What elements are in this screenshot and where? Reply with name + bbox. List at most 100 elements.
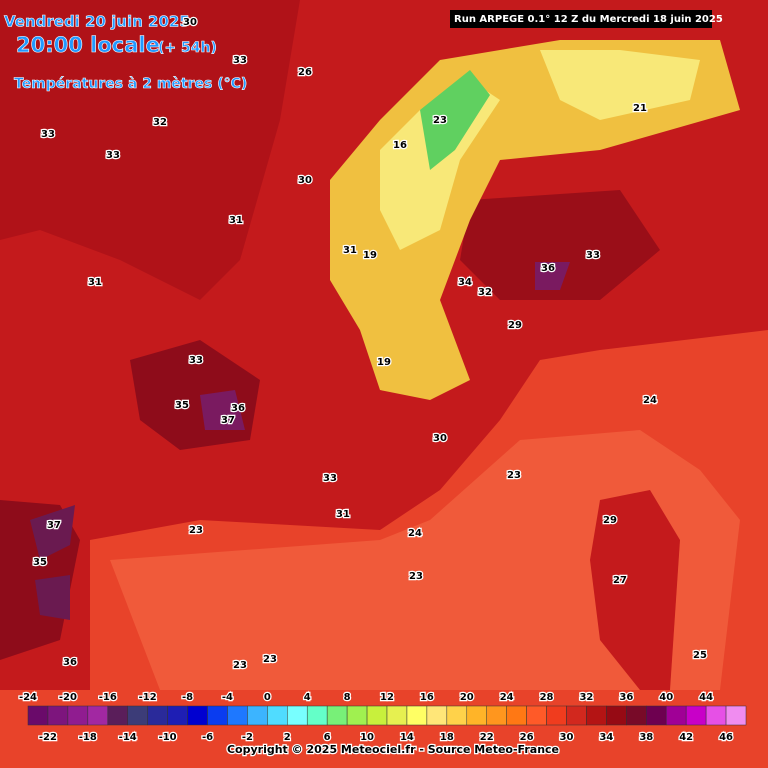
scale-swatch (546, 705, 567, 726)
scale-swatch (685, 705, 707, 726)
scale-swatch (27, 705, 49, 726)
temperature-label: 31 (229, 215, 243, 226)
temperature-label: 23 (507, 470, 521, 481)
lead-time: (+ 54h) (158, 40, 217, 56)
temperature-label: 32 (478, 287, 492, 298)
scale-swatch (725, 705, 747, 726)
scale-label: 0 (264, 692, 271, 703)
scale-label: 22 (480, 732, 494, 743)
scale-swatch (306, 705, 328, 726)
temperature-label: 37 (47, 520, 61, 531)
hot-zone (460, 190, 660, 300)
date: Vendredi 20 juin 2025 (4, 13, 190, 31)
scale-swatch (526, 705, 547, 726)
scale-label: -24 (19, 692, 37, 703)
scale-swatch (267, 705, 288, 726)
scale-swatch (287, 705, 308, 726)
scale-label: 24 (500, 692, 514, 703)
alps-peaks (420, 70, 490, 170)
temperature-label: 21 (633, 103, 647, 114)
scale-label: 12 (380, 692, 394, 703)
temperature-label: 19 (377, 357, 391, 368)
temperature-label: 29 (508, 320, 522, 331)
scale-label: 14 (400, 732, 414, 743)
scale-swatch (227, 705, 248, 726)
scale-swatch (107, 705, 128, 726)
scale-label: -10 (159, 732, 177, 743)
scale-swatch (426, 705, 448, 726)
temperature-label: 31 (336, 509, 350, 520)
scale-swatch (346, 705, 368, 726)
scale-swatch (486, 705, 507, 726)
scale-swatch (207, 705, 228, 726)
temperature-label: 30 (433, 433, 447, 444)
scale-label: 18 (440, 732, 454, 743)
scale-swatch (566, 705, 587, 726)
scale-swatch (187, 705, 208, 726)
scale-label: 4 (304, 692, 311, 703)
copyright: Copyright © 2025 Meteociel.fr - Source M… (227, 743, 559, 756)
temperature-label: 33 (189, 355, 203, 366)
scale-swatch (247, 705, 268, 726)
temperature-label: 24 (643, 395, 657, 406)
temperature-label: 23 (409, 571, 423, 582)
scale-swatch (366, 705, 388, 726)
time: 20:00 locale (16, 33, 160, 57)
temperature-label: 29 (603, 515, 617, 526)
temperature-label: 19 (363, 250, 377, 261)
temperature-label: 30 (183, 17, 197, 28)
scale-swatch (506, 705, 527, 726)
temperature-label: 24 (408, 528, 422, 539)
temperature-label: 37 (221, 415, 235, 426)
scale-label: 44 (699, 692, 713, 703)
scale-label: -8 (182, 692, 193, 703)
run-box (450, 10, 712, 28)
scale-label: -20 (59, 692, 77, 703)
scale-label: 42 (679, 732, 693, 743)
temperature-label: 23 (263, 654, 277, 665)
scale-swatch (446, 705, 468, 726)
scale-label: 40 (659, 692, 673, 703)
scale-label: 32 (579, 692, 593, 703)
scale-label: 46 (719, 732, 733, 743)
color-scale: -24-22-20-18-16-14-12-10-8-6-4-202468101… (18, 691, 747, 744)
scale-label: 28 (540, 692, 554, 703)
scale-label: 34 (599, 732, 613, 743)
corsica (590, 490, 680, 690)
scale-label: 16 (420, 692, 434, 703)
scale-swatch (406, 705, 428, 726)
footer-band (0, 690, 768, 768)
scale-swatch (586, 705, 607, 726)
scale-swatch (47, 705, 69, 726)
temperature-label: 25 (693, 650, 707, 661)
temperature-label: 26 (298, 67, 312, 78)
temperature-label: 33 (586, 250, 600, 261)
scale-label: -12 (139, 692, 157, 703)
temperature-label: 36 (541, 263, 555, 274)
scale-swatch (147, 705, 168, 726)
scale-label: 6 (324, 732, 331, 743)
scale-swatch (67, 705, 89, 726)
scale-label: 36 (619, 692, 633, 703)
scale-swatch (606, 705, 627, 726)
hottest-zone (30, 505, 75, 620)
temperature-label: 36 (63, 657, 77, 668)
temperature-label: 16 (393, 140, 407, 151)
temperature-label: 33 (323, 473, 337, 484)
temperature-label: 33 (41, 129, 55, 140)
hottest-zone (535, 262, 570, 290)
temperature-label: 32 (153, 117, 167, 128)
land-dark (0, 0, 300, 300)
temperature-label: 23 (189, 525, 203, 536)
scale-label: -18 (79, 732, 97, 743)
scale-swatch (646, 705, 667, 726)
scale-swatch (87, 705, 109, 726)
scale-label: -16 (99, 692, 117, 703)
scale-label: -2 (242, 732, 253, 743)
scale-swatch (326, 705, 348, 726)
scale-swatch (705, 705, 727, 726)
scale-swatch (466, 705, 487, 726)
temperature-label: 23 (233, 660, 247, 671)
hottest-zone (200, 390, 245, 430)
